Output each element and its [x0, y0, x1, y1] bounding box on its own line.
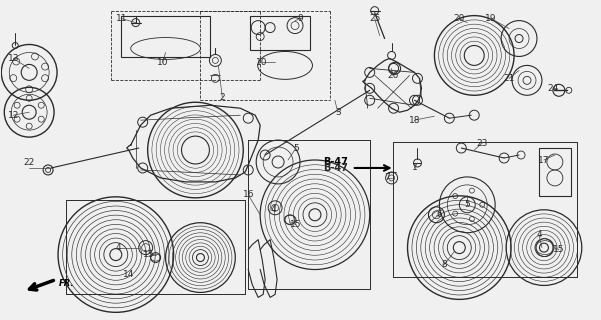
Bar — [250, 16, 310, 51]
Bar — [121, 16, 210, 58]
Text: 9: 9 — [297, 14, 303, 23]
Text: 6: 6 — [436, 210, 442, 219]
Text: 16: 16 — [242, 190, 254, 199]
Text: 19: 19 — [486, 14, 497, 23]
Text: 4: 4 — [270, 205, 276, 214]
Text: 20: 20 — [454, 14, 465, 23]
Text: 26: 26 — [387, 71, 398, 80]
Text: 7: 7 — [384, 173, 389, 182]
Text: 14: 14 — [123, 270, 135, 279]
Text: 21: 21 — [504, 74, 515, 83]
Text: 18: 18 — [409, 116, 420, 125]
Text: 17: 17 — [538, 156, 550, 164]
Text: 12: 12 — [8, 111, 19, 120]
Text: 2: 2 — [219, 93, 225, 102]
Text: 11: 11 — [116, 14, 127, 23]
Bar — [539, 148, 571, 196]
Text: B-47: B-47 — [323, 157, 348, 167]
Text: 15: 15 — [143, 250, 154, 259]
Text: 4: 4 — [536, 230, 542, 239]
Text: 3: 3 — [335, 108, 341, 117]
Text: 15: 15 — [290, 220, 302, 229]
Text: 15: 15 — [553, 245, 564, 254]
Text: 24: 24 — [548, 84, 558, 93]
Text: 22: 22 — [23, 158, 35, 167]
Text: 10: 10 — [157, 58, 168, 67]
Text: 23: 23 — [477, 139, 488, 148]
Text: 1: 1 — [412, 164, 417, 172]
Text: 25: 25 — [369, 14, 380, 23]
Text: 13: 13 — [7, 54, 19, 63]
Text: 8: 8 — [442, 260, 447, 269]
Text: FR.: FR. — [59, 279, 75, 288]
Text: B-47: B-47 — [323, 163, 349, 173]
Text: 5: 5 — [293, 144, 299, 153]
Text: 10: 10 — [257, 58, 268, 67]
Text: 5: 5 — [465, 200, 470, 209]
Text: 4: 4 — [116, 243, 121, 252]
